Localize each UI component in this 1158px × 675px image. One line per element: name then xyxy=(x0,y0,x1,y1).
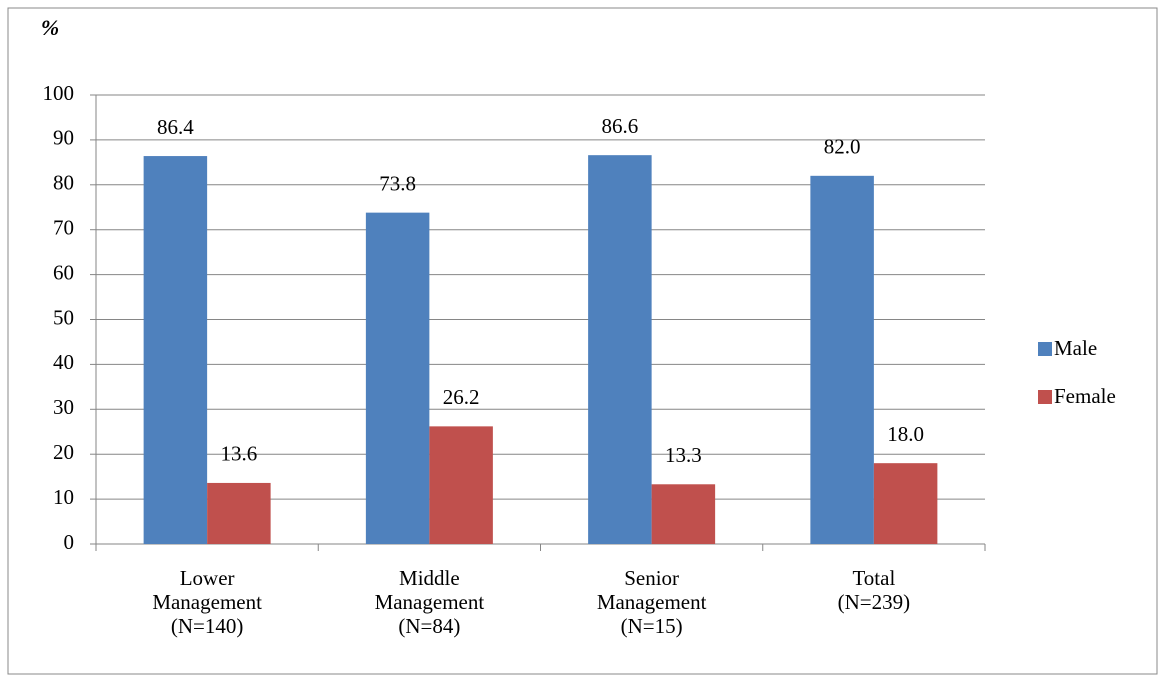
bar xyxy=(651,484,716,544)
y-tick-label: 10 xyxy=(53,485,74,509)
value-label: 13.6 xyxy=(221,442,258,466)
value-label: 86.6 xyxy=(602,114,639,138)
chart-border xyxy=(7,7,1158,675)
y-tick-label: 60 xyxy=(53,260,74,284)
x-tick-label: Middle Management (N=84) xyxy=(375,566,485,638)
y-tick-label: 30 xyxy=(53,395,74,419)
value-label: 18.0 xyxy=(887,422,924,446)
bar xyxy=(873,463,938,544)
bar xyxy=(588,155,652,544)
value-label: 13.3 xyxy=(665,443,702,467)
bar xyxy=(207,482,271,544)
y-tick-label: 80 xyxy=(53,171,74,195)
x-tick-label: Senior Management (N=15) xyxy=(597,566,707,638)
value-label: 86.4 xyxy=(157,115,194,139)
legend-swatch xyxy=(1038,390,1052,404)
y-tick-label: 90 xyxy=(53,126,74,150)
y-tick-label: 50 xyxy=(53,305,74,329)
y-tick-label: 20 xyxy=(53,440,74,464)
bar xyxy=(810,175,874,544)
y-tick-label: 0 xyxy=(64,530,75,554)
y-axis-label: % xyxy=(41,15,59,40)
y-tick-label: 40 xyxy=(53,350,74,374)
bar xyxy=(143,156,208,544)
y-tick-label: 70 xyxy=(53,216,74,240)
legend-swatch xyxy=(1038,342,1052,356)
bar xyxy=(429,426,493,544)
value-label: 73.8 xyxy=(379,171,416,195)
y-tick-label: 100 xyxy=(43,81,75,105)
x-tick-label: Lower Management (N=140) xyxy=(152,566,262,638)
x-tick-label: Total (N=239) xyxy=(838,566,911,614)
bar xyxy=(365,212,430,544)
value-label: 82.0 xyxy=(824,135,861,159)
legend-label: Male xyxy=(1054,336,1097,360)
value-label: 26.2 xyxy=(443,385,480,409)
legend-label: Female xyxy=(1054,384,1116,408)
